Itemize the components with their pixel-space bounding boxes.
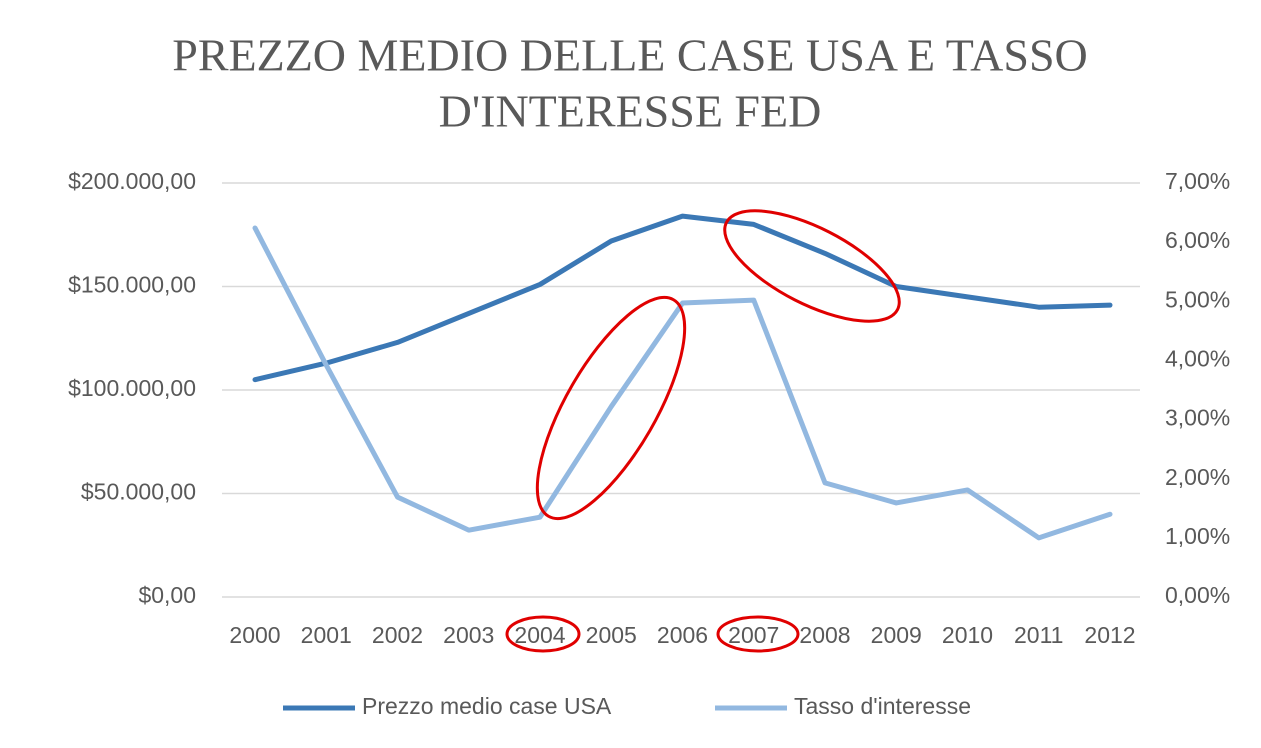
x-tick-label: 2007	[728, 622, 779, 648]
legend-label: Prezzo medio case USA	[362, 693, 612, 719]
line-series	[252, 225, 1113, 541]
x-tick-label: 2002	[372, 622, 423, 648]
y-tick-label: $0,00	[138, 582, 196, 608]
x-tick-label: 2005	[586, 622, 637, 648]
x-tick-label: 2003	[443, 622, 494, 648]
y2-tick-label: 6,00%	[1165, 227, 1230, 253]
y2-tick-label: 3,00%	[1165, 405, 1230, 431]
y-tick-label: $50.000,00	[81, 479, 196, 505]
highlight-ellipse	[505, 615, 581, 653]
y2-tick-label: 0,00%	[1165, 582, 1230, 608]
y-tick-label: $100.000,00	[68, 375, 196, 401]
y-tick-label: $200.000,00	[68, 168, 196, 194]
x-tick-label: 2006	[657, 622, 708, 648]
y2-tick-label: 5,00%	[1165, 286, 1230, 312]
y2-tick-label: 4,00%	[1165, 346, 1230, 372]
chart-title: D'INTERESSE FED	[439, 86, 822, 137]
highlight-ellipse	[535, 295, 687, 521]
y2-tick-label: 2,00%	[1165, 464, 1230, 490]
legend-label: Tasso d'interesse	[794, 693, 971, 719]
y-tick-label: $150.000,00	[68, 272, 196, 298]
plot-area: $0,00 $50.000,00 $100.000,00 $150.000,00 $20…	[68, 168, 1230, 719]
highlight-ellipse	[723, 209, 901, 323]
y2-tick-label: 1,00%	[1165, 523, 1230, 549]
x-tick-label: 2011	[1014, 622, 1063, 648]
annotations	[505, 209, 901, 653]
line-series	[252, 213, 1113, 383]
x-tick-label: 2004	[514, 622, 565, 648]
x-tick-label: 2009	[871, 622, 922, 648]
x-tick-label: 2012	[1084, 622, 1135, 648]
x-tick-label: 2001	[301, 622, 352, 648]
chart-title: PREZZO MEDIO DELLE CASE USA E TASSO	[172, 30, 1088, 81]
x-tick-label: 2008	[799, 622, 850, 648]
highlight-ellipse	[716, 615, 800, 653]
x-tick-label: 2000	[229, 622, 280, 648]
x-tick-label: 2010	[942, 622, 993, 648]
y2-tick-label: 7,00%	[1165, 168, 1230, 194]
